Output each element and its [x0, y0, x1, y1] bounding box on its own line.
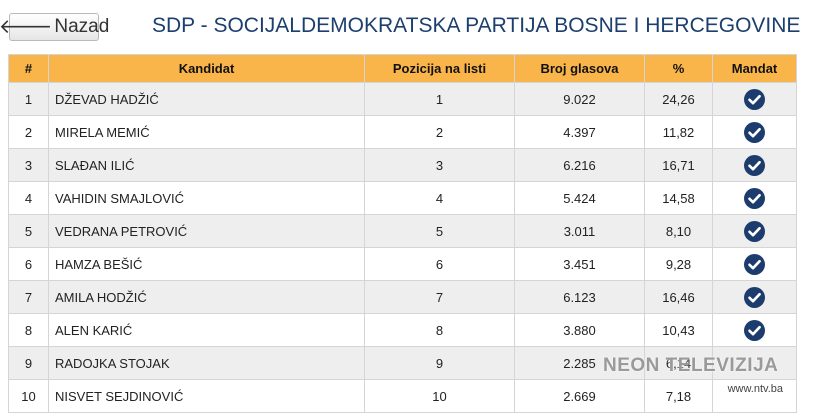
cell-position: 10	[364, 379, 515, 413]
cell-mandate	[712, 82, 797, 116]
cell-number: 10	[8, 379, 49, 413]
cell-percent: 11,82	[644, 115, 713, 149]
check-circle-icon	[744, 319, 765, 341]
cell-position: 5	[364, 214, 515, 248]
cell-votes: 3.011	[514, 214, 645, 248]
cell-mandate	[712, 181, 797, 215]
table-row: 5 VEDRANA PETROVIĆ 5 3.011 8,10	[8, 214, 797, 248]
cell-votes: 4.397	[514, 115, 645, 149]
cell-mandate	[712, 346, 797, 380]
cell-mandate	[712, 379, 797, 413]
cell-percent: 14,58	[644, 181, 713, 215]
cell-votes: 2.285	[514, 346, 645, 380]
cell-candidate: AMILA HODŽIĆ	[48, 280, 365, 314]
cell-percent: 9,28	[644, 247, 713, 281]
column-header-candidate: Kandidat	[48, 54, 365, 83]
back-button[interactable]: 🡐 Nazad	[0, 13, 109, 41]
cell-candidate: RADOJKA STOJAK	[48, 346, 365, 380]
cell-percent: 16,71	[644, 148, 713, 182]
cell-mandate	[712, 214, 797, 248]
cell-number: 7	[8, 280, 49, 314]
table-row: 6 HAMZA BEŠIĆ 6 3.451 9,28	[8, 247, 797, 281]
table-row: 4 VAHIDIN SMAJLOVIĆ 4 5.424 14,58	[8, 181, 797, 215]
cell-votes: 3.451	[514, 247, 645, 281]
cell-number: 9	[8, 346, 49, 380]
cell-votes: 6.123	[514, 280, 645, 314]
table-body: 1 DŽEVAD HADŽIĆ 1 9.022 24,26 2 MIRELA MEMIĆ 2 4…	[8, 82, 797, 413]
cell-number: 4	[8, 181, 49, 215]
cell-candidate: ALEN KARIĆ	[48, 313, 365, 347]
table-row: 3 SLAĐAN ILIĆ 3 6.216 16,71	[8, 148, 797, 182]
column-header-mandate: Mandat	[712, 54, 797, 83]
column-header-position: Pozicija na listi	[364, 54, 515, 83]
cell-number: 8	[8, 313, 49, 347]
table-row: 1 DŽEVAD HADŽIĆ 1 9.022 24,26	[8, 82, 797, 116]
cell-position: 9	[364, 346, 515, 380]
cell-votes: 2.669	[514, 379, 645, 413]
cell-position: 2	[364, 115, 515, 149]
cell-candidate: MIRELA MEMIĆ	[48, 115, 365, 149]
page-title: SDP - SOCIJALDEMOKRATSKA PARTIJA BOSNE I…	[152, 14, 801, 37]
cell-percent: 7,18	[644, 379, 713, 413]
check-circle-icon	[744, 187, 765, 209]
cell-number: 3	[8, 148, 49, 182]
cell-candidate: NISVET SEJDINOVIĆ	[48, 379, 365, 413]
table-header-row: # Kandidat Pozicija na listi Broj glasov…	[8, 54, 797, 83]
cell-position: 6	[364, 247, 515, 281]
check-circle-icon	[744, 253, 765, 275]
cell-candidate: SLAĐAN ILIĆ	[48, 148, 365, 182]
back-button-label: Nazad	[54, 16, 110, 37]
check-circle-icon	[744, 286, 765, 308]
cell-position: 1	[364, 82, 515, 116]
cell-candidate: DŽEVAD HADŽIĆ	[48, 82, 365, 116]
cell-position: 3	[364, 148, 515, 182]
cell-candidate: HAMZA BEŠIĆ	[48, 247, 365, 281]
cell-number: 1	[8, 82, 49, 116]
column-header-votes: Broj glasova	[514, 54, 645, 83]
table-row: 9 RADOJKA STOJAK 9 2.285 6,14	[8, 346, 797, 380]
cell-votes: 3.880	[514, 313, 645, 347]
cell-percent: 8,10	[644, 214, 713, 248]
cell-percent: 16,46	[644, 280, 713, 314]
cell-mandate	[712, 280, 797, 314]
cell-mandate	[712, 148, 797, 182]
cell-position: 7	[364, 280, 515, 314]
check-circle-icon	[744, 88, 765, 110]
check-circle-icon	[744, 121, 765, 143]
cell-votes: 9.022	[514, 82, 645, 116]
table-row: 8 ALEN KARIĆ 8 3.880 10,43	[8, 313, 797, 347]
table-row: 7 AMILA HODŽIĆ 7 6.123 16,46	[8, 280, 797, 314]
column-header-number: #	[8, 54, 49, 83]
cell-mandate	[712, 115, 797, 149]
check-circle-icon	[744, 220, 765, 242]
cell-percent: 24,26	[644, 82, 713, 116]
cell-percent: 10,43	[644, 313, 713, 347]
cell-number: 6	[8, 247, 49, 281]
cell-votes: 6.216	[514, 148, 645, 182]
cell-mandate	[712, 313, 797, 347]
cell-number: 2	[8, 115, 49, 149]
cell-percent: 6,14	[644, 346, 713, 380]
table-row: 10 NISVET SEJDINOVIĆ 10 2.669 7,18	[8, 379, 797, 413]
check-circle-icon	[744, 154, 765, 176]
column-header-percent: %	[644, 54, 713, 83]
page-header: 🡐 Nazad SDP - SOCIJALDEMOKRATSKA PARTIJA…	[0, 0, 822, 54]
cell-position: 8	[364, 313, 515, 347]
table-row: 2 MIRELA MEMIĆ 2 4.397 11,82	[8, 115, 797, 149]
cell-number: 5	[8, 214, 49, 248]
cell-mandate	[712, 247, 797, 281]
cell-candidate: VEDRANA PETROVIĆ	[48, 214, 365, 248]
arrow-left-icon: 🡐	[0, 16, 53, 38]
results-table: # Kandidat Pozicija na listi Broj glasov…	[8, 54, 797, 413]
cell-position: 4	[364, 181, 515, 215]
cell-candidate: VAHIDIN SMAJLOVIĆ	[48, 181, 365, 215]
cell-votes: 5.424	[514, 181, 645, 215]
